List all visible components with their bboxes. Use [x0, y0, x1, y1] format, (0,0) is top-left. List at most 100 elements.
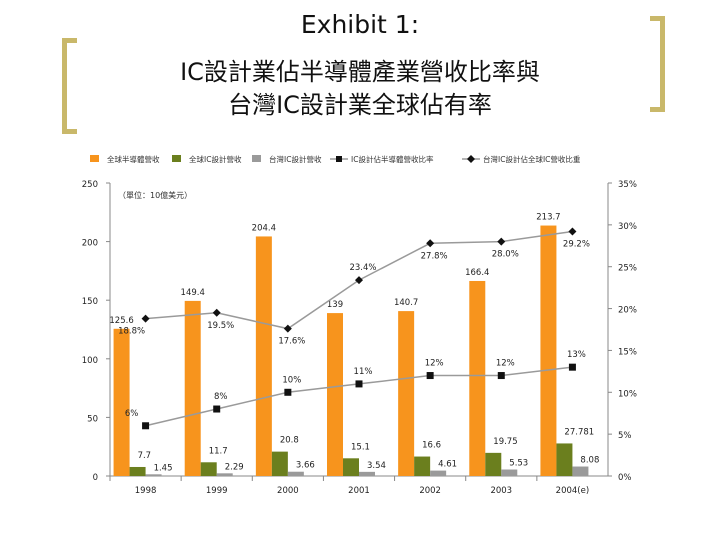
x-tick-label: 2002	[419, 486, 441, 496]
legend-label-0: 全球半導體營收	[107, 154, 160, 164]
combo-chart: 全球半導體營收 全球IC設計營收 台灣IC設計營收 IC設計佔半導體營收比率 台灣IC設…	[82, 154, 637, 496]
right-bracket-decoration	[650, 16, 665, 112]
line-point-diamond	[283, 324, 292, 333]
bar-1	[556, 443, 573, 476]
bar-value-label-0: 140.7	[394, 298, 418, 308]
y-left-tick-label: 50	[87, 414, 98, 424]
legend-marker-4	[467, 155, 475, 163]
line-value-label-0: 11%	[354, 367, 373, 377]
y-left-tick-label: 150	[82, 297, 98, 307]
line-point-square	[497, 372, 505, 380]
line-value-label-1: 23.4%	[349, 263, 376, 273]
line-value-label-1: 28.0%	[492, 250, 519, 260]
bar-value-label-1: 15.1	[351, 442, 370, 452]
legend-label-1: 全球IC設計營收	[189, 154, 242, 164]
bar-1	[343, 458, 359, 476]
bar-value-label-2: 3.54	[367, 461, 386, 471]
line-point-square	[355, 380, 363, 388]
bar-value-label-2: 2.29	[225, 462, 244, 472]
left-bracket-decoration	[62, 38, 77, 134]
bar-0	[113, 328, 130, 476]
bar-0	[469, 280, 486, 476]
bar-1	[414, 456, 431, 476]
bar-value-label-0: 149.4	[181, 288, 205, 298]
y-right-tick-label: 25%	[618, 264, 637, 274]
bar-2	[216, 473, 233, 476]
line-point-diamond	[426, 239, 435, 248]
x-tick-label: 1999	[206, 486, 228, 496]
y-right-tick-label: 0%	[618, 473, 632, 483]
bar-1	[271, 451, 288, 476]
bar-0	[255, 236, 272, 476]
bar-0	[540, 225, 557, 476]
line-point-square	[213, 405, 221, 413]
bar-1	[485, 452, 502, 476]
y-right-tick-label: 20%	[618, 306, 637, 316]
bar-value-label-1: 7.7	[138, 451, 152, 461]
y-right-tick-label: 5%	[618, 431, 632, 441]
bar-value-label-2: 3.66	[296, 461, 315, 471]
bar-2	[572, 466, 589, 476]
line-value-label-0: 13%	[567, 350, 586, 360]
y-right-tick-label: 30%	[618, 222, 637, 232]
x-tick-label: 2000	[277, 486, 299, 496]
line-value-label-1: 17.6%	[278, 337, 305, 347]
line-value-label-0: 12%	[425, 359, 444, 369]
bar-value-label-0: 125.6	[109, 316, 133, 326]
bar-0	[184, 300, 201, 476]
legend-label-3: IC設計佔半導體營收比率	[351, 154, 434, 164]
line-point-diamond	[355, 276, 363, 285]
line-point-diamond	[497, 237, 506, 246]
line-value-label-0: 10%	[282, 375, 301, 385]
y-left-tick-label: 200	[82, 239, 98, 249]
legend-swatch-1	[172, 155, 181, 162]
x-tick-label: 2003	[490, 486, 512, 496]
y-right-tick-label: 10%	[618, 389, 637, 399]
x-tick-label: 1998	[135, 486, 157, 496]
line-point-square	[426, 372, 434, 380]
slide-title-line-2: IC設計業佔半導體產業營收比率與	[180, 58, 540, 86]
bar-value-label-0: 204.4	[252, 223, 276, 233]
line-point-square	[142, 422, 150, 430]
line-value-label-0: 12%	[496, 359, 515, 369]
bar-value-label-2: 4.61	[438, 460, 457, 470]
bar-2	[359, 471, 375, 476]
line-point-diamond	[141, 314, 150, 323]
bar-1	[129, 466, 146, 476]
bar-2	[287, 471, 304, 476]
line-value-label-1: 18.8%	[118, 327, 145, 337]
bar-value-label-0: 166.4	[465, 268, 489, 278]
y-left-tick-label: 250	[82, 180, 98, 190]
bar-2	[145, 474, 162, 476]
line-point-square	[568, 363, 576, 371]
bar-value-label-1: 20.8	[280, 436, 299, 446]
bar-2	[501, 469, 518, 476]
line-value-label-0: 8%	[214, 392, 228, 402]
line-value-label-1: 19.5%	[207, 321, 234, 331]
line-value-label-1: 27.8%	[421, 251, 448, 261]
bar-value-label-0: 139	[327, 300, 343, 310]
line-value-label-0: 6%	[125, 409, 139, 419]
bar-value-label-2: 5.53	[509, 459, 528, 469]
bar-value-label-1: 19.75	[493, 437, 517, 447]
bar-value-label-1: 11.7	[209, 446, 228, 456]
bar-value-label-2: 1.45	[154, 463, 173, 473]
bar-value-label-0: 213.7	[536, 213, 560, 223]
y-left-tick-label: 0	[93, 473, 98, 483]
bar-2	[430, 470, 447, 476]
legend-label-2: 台灣IC設計營收	[269, 154, 322, 164]
y-right-tick-label: 15%	[618, 347, 637, 357]
line-point-square	[284, 388, 292, 396]
legend-swatch-2	[252, 155, 261, 162]
line-point-diamond	[568, 227, 577, 236]
line-value-label-1: 29.2%	[563, 240, 590, 250]
bar-0	[327, 313, 343, 476]
bar-1	[200, 462, 217, 476]
slide-title-line-3: 台灣IC設計業全球佔有率	[228, 91, 492, 119]
bar-0	[398, 311, 415, 476]
legend-swatch-0	[90, 155, 99, 162]
bar-value-label-1: 16.6	[422, 441, 441, 451]
x-tick-label: 2001	[348, 486, 370, 496]
legend-marker-3	[336, 156, 342, 162]
bar-value-label-2: 8.08	[580, 456, 599, 466]
